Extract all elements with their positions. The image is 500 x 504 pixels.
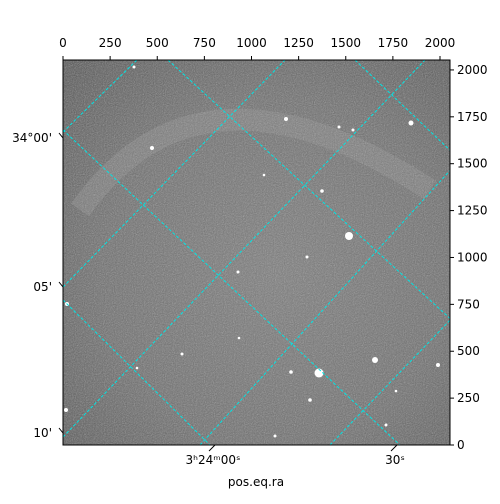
x-tick-label: 1000 <box>236 36 267 50</box>
y-tick-label: 1000 <box>457 250 488 264</box>
x-tick-label: 250 <box>99 36 122 50</box>
y-tick-label: 1500 <box>457 157 488 171</box>
dec-tick <box>58 427 64 434</box>
ra-tick-label: 3ʰ24ᵐ00ˢ <box>186 453 241 467</box>
dec-tick-label: 05' <box>33 280 52 294</box>
axes-frame <box>62 59 451 446</box>
x-tick-label: 2000 <box>425 36 456 50</box>
ra-tick <box>390 444 398 452</box>
x-tick-label: 1750 <box>378 36 409 50</box>
y-tick-label: 500 <box>457 344 480 358</box>
y-tick-label: 1250 <box>457 204 488 218</box>
x-tick-label: 1500 <box>330 36 361 50</box>
dec-tick-label: 34°00' <box>12 131 52 145</box>
coordinate-grid <box>63 60 450 445</box>
ra-tick <box>208 444 216 452</box>
x-tick-label: 500 <box>146 36 169 50</box>
image <box>63 60 450 445</box>
x-axis-label: pos.eq.ra <box>228 475 284 489</box>
dec-tick-label: 10' <box>33 426 52 440</box>
dec-tick <box>58 281 64 288</box>
y-tick-label: 1750 <box>457 110 488 124</box>
y-tick-label: 750 <box>457 297 480 311</box>
x-tick-label: 0 <box>59 36 67 50</box>
y-tick-label: 250 <box>457 391 480 405</box>
dec-tick <box>58 132 64 139</box>
x-tick-label: 750 <box>193 36 216 50</box>
y-tick-label: 2000 <box>457 63 488 77</box>
x-tick-label: 1250 <box>283 36 314 50</box>
y-tick-label: 0 <box>457 438 465 452</box>
ra-tick-label: 30ˢ <box>385 453 405 467</box>
